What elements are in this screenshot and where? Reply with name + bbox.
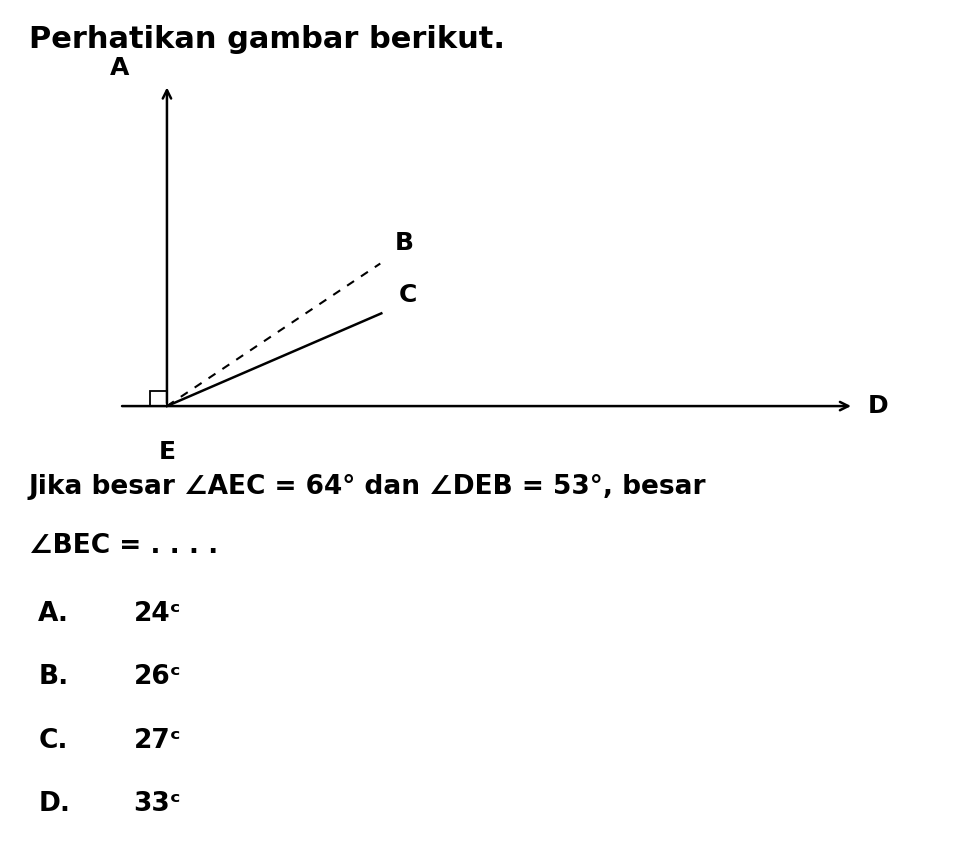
Text: 26ᶜ: 26ᶜ <box>133 664 181 690</box>
Text: A.: A. <box>38 601 69 627</box>
Text: C: C <box>398 283 416 306</box>
Text: Perhatikan gambar berikut.: Perhatikan gambar berikut. <box>29 25 504 54</box>
Text: B.: B. <box>38 664 69 690</box>
Text: E: E <box>158 440 175 464</box>
Bar <box>150 391 167 406</box>
Text: 33ᶜ: 33ᶜ <box>133 791 181 817</box>
Text: B: B <box>395 231 414 255</box>
Text: C.: C. <box>38 728 68 754</box>
Text: A: A <box>110 57 129 80</box>
Text: Jika besar ∠AEC = 64° dan ∠DEB = 53°, besar: Jika besar ∠AEC = 64° dan ∠DEB = 53°, be… <box>29 474 705 500</box>
Text: 24ᶜ: 24ᶜ <box>133 601 181 627</box>
Text: ∠BEC = . . . .: ∠BEC = . . . . <box>29 533 217 559</box>
Text: 27ᶜ: 27ᶜ <box>133 728 181 754</box>
Text: D.: D. <box>38 791 71 817</box>
Text: D: D <box>867 394 888 418</box>
